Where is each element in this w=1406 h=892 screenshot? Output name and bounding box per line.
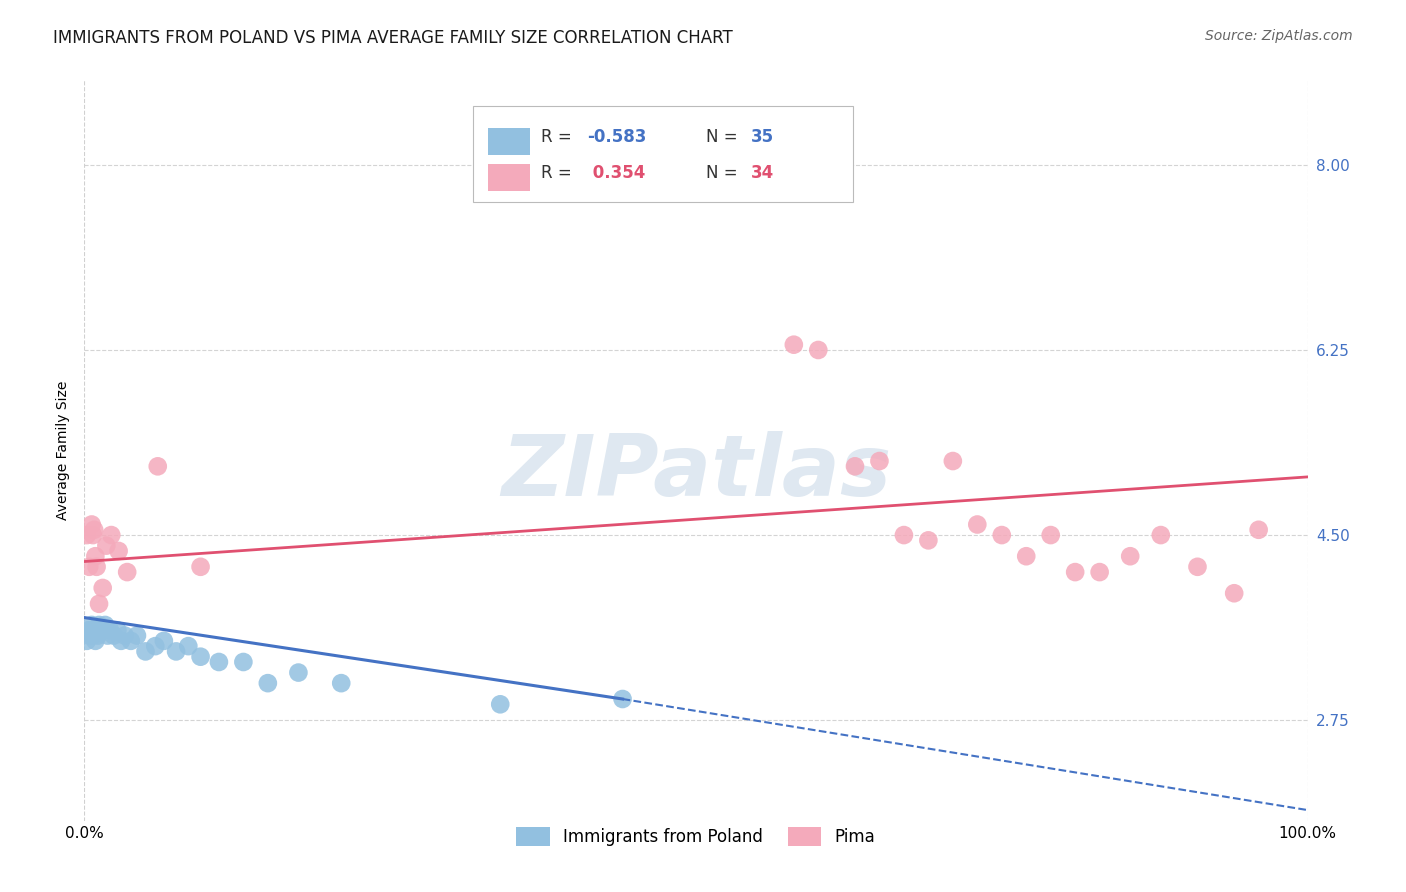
FancyBboxPatch shape: [488, 128, 530, 155]
Point: [612, 692, 634, 706]
Point: [91, 624, 114, 638]
Point: [114, 629, 136, 643]
Point: [942, 454, 965, 468]
Point: [76, 528, 98, 542]
Point: [115, 565, 138, 579]
Point: [135, 644, 157, 658]
Point: [91, 581, 114, 595]
Point: [1150, 528, 1173, 542]
Point: [87, 597, 110, 611]
Text: 34: 34: [751, 164, 775, 182]
Point: [98, 624, 121, 638]
Point: [125, 629, 148, 643]
Point: [100, 528, 122, 542]
Point: [783, 337, 806, 351]
Point: [807, 343, 830, 357]
Point: [257, 676, 280, 690]
Point: [1187, 559, 1209, 574]
Text: IMMIGRANTS FROM POLAND VS PIMA AVERAGE FAMILY SIZE CORRELATION CHART: IMMIGRANTS FROM POLAND VS PIMA AVERAGE F…: [53, 29, 733, 46]
Point: [77, 624, 100, 638]
Point: [82, 629, 104, 643]
Point: [869, 454, 891, 468]
Legend: Immigrants from Poland, Pima: Immigrants from Poland, Pima: [510, 821, 882, 853]
Point: [120, 633, 142, 648]
Point: [103, 629, 125, 643]
Point: [190, 559, 212, 574]
Point: [893, 528, 915, 542]
Point: [84, 633, 107, 648]
Text: 0.354: 0.354: [588, 164, 645, 182]
Point: [232, 655, 254, 669]
Point: [79, 624, 101, 638]
Point: [1247, 523, 1270, 537]
Point: [84, 549, 107, 564]
Text: N =: N =: [706, 164, 742, 182]
Point: [83, 523, 105, 537]
Point: [89, 624, 111, 638]
Point: [107, 544, 129, 558]
Point: [80, 618, 103, 632]
Point: [190, 649, 212, 664]
Point: [105, 624, 128, 638]
Text: R =: R =: [541, 164, 576, 182]
Point: [153, 633, 176, 648]
Point: [82, 528, 104, 542]
Point: [86, 559, 108, 574]
Point: [87, 629, 110, 643]
Point: [87, 618, 110, 632]
Point: [94, 618, 117, 632]
Point: [966, 517, 988, 532]
Point: [86, 624, 108, 638]
Point: [917, 533, 939, 548]
Point: [177, 639, 200, 653]
Point: [165, 644, 187, 658]
Text: 35: 35: [751, 128, 775, 146]
Point: [143, 639, 166, 653]
Point: [1039, 528, 1062, 542]
FancyBboxPatch shape: [488, 164, 530, 191]
Point: [287, 665, 309, 680]
Point: [96, 539, 118, 553]
Point: [83, 624, 105, 638]
Point: [844, 459, 866, 474]
Point: [208, 655, 231, 669]
Text: R =: R =: [541, 128, 576, 146]
Point: [1119, 549, 1142, 564]
Point: [1015, 549, 1038, 564]
Point: [991, 528, 1014, 542]
Y-axis label: Average Family Size: Average Family Size: [56, 381, 70, 520]
Point: [110, 633, 132, 648]
Point: [1088, 565, 1111, 579]
Point: [76, 633, 98, 648]
Text: ZIPatlas: ZIPatlas: [501, 431, 891, 514]
Point: [1223, 586, 1246, 600]
Point: [330, 676, 353, 690]
Point: [80, 517, 103, 532]
Text: N =: N =: [706, 128, 742, 146]
Point: [1064, 565, 1087, 579]
Point: [77, 629, 100, 643]
Text: Source: ZipAtlas.com: Source: ZipAtlas.com: [1205, 29, 1353, 43]
Point: [146, 459, 169, 474]
FancyBboxPatch shape: [474, 106, 852, 202]
Point: [77, 559, 100, 574]
Text: -0.583: -0.583: [588, 128, 647, 146]
Point: [97, 629, 120, 643]
Point: [489, 698, 512, 712]
Point: [747, 158, 769, 172]
